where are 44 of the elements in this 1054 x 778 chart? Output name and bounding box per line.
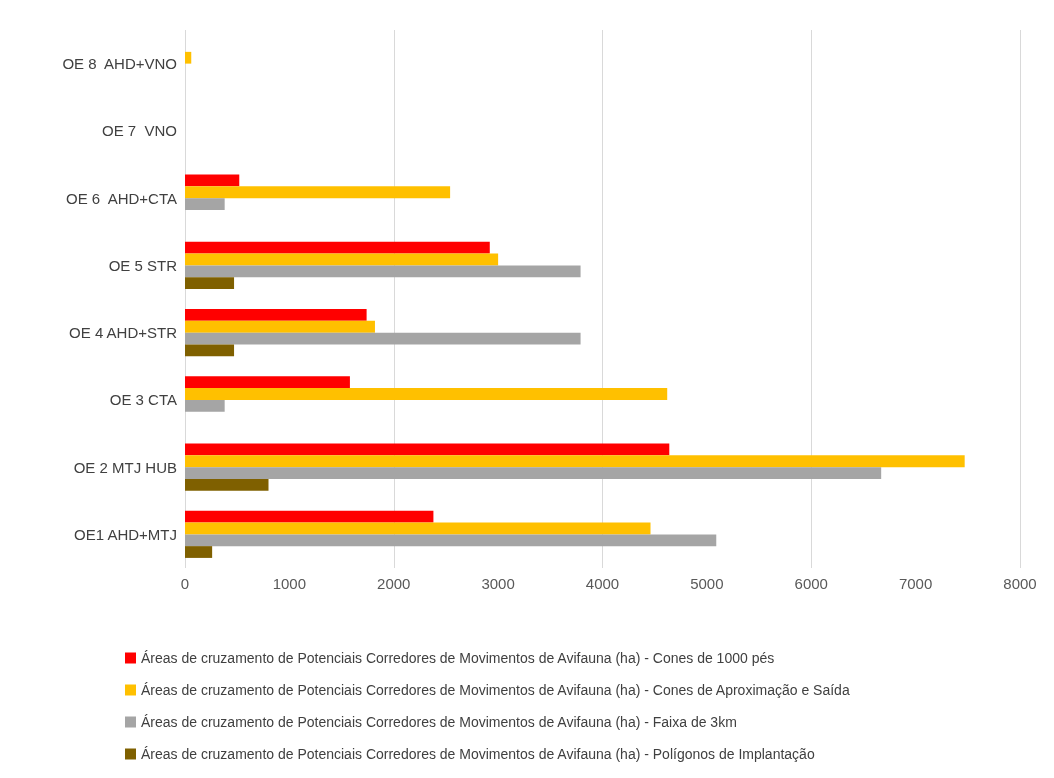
y-tick-label: OE1 AHD+MTJ: [74, 525, 177, 543]
bar: [185, 534, 717, 547]
bar: [185, 455, 965, 468]
bar: [185, 522, 651, 535]
bar: [185, 344, 235, 357]
bar: [185, 174, 240, 187]
bar: [185, 388, 668, 400]
legend-label: Áreas de cruzamento de Potenciais Corredores de Movimentos de Avifauna (ha) - Polígonos de Implantação: [141, 746, 815, 762]
bar: [185, 253, 499, 266]
x-tick-label: 2000: [377, 575, 411, 592]
y-tick-label: OE 3 CTA: [109, 391, 177, 409]
y-tick-label: OE 2 MTJ HUB: [73, 458, 177, 476]
bar: [185, 198, 225, 210]
bar: [185, 546, 213, 558]
bar: [185, 241, 490, 254]
y-tick-label: OE 5 STR: [108, 256, 178, 274]
bar: [185, 51, 192, 64]
legend-label: Áreas de cruzamento de Potenciais Corredores de Movimentos de Avifauna (ha) - Cones de Aproximação e Saída: [141, 682, 850, 698]
legend-label: Áreas de cruzamento de Potenciais Corredores de Movimentos de Avifauna (ha) - Faixa de 3km: [141, 714, 737, 730]
bar: [185, 265, 581, 278]
bar: [185, 510, 434, 523]
bar: [185, 320, 375, 333]
bar: [185, 332, 581, 345]
bar: [185, 309, 367, 321]
bar: [185, 277, 235, 289]
y-tick-label: OE 6 AHD+CTA: [65, 189, 177, 207]
bar: [185, 376, 350, 389]
y-tick-label: OE 8 AHD+VNO: [62, 55, 177, 73]
x-tick-label: 1000: [272, 575, 307, 592]
x-tick-label: 0: [180, 575, 190, 592]
x-tick-label: 8000: [1003, 575, 1037, 592]
bar: [185, 467, 882, 479]
x-tick-label: 5000: [690, 575, 724, 592]
bar: [185, 399, 225, 412]
y-tick-label: OE 7 VNO: [101, 122, 177, 140]
bar: [185, 478, 269, 491]
x-tick-label: 7000: [898, 575, 933, 592]
bar: [185, 443, 670, 456]
x-tick-label: 3000: [481, 575, 515, 592]
legend-label: Áreas de cruzamento de Potenciais Corredores de Movimentos de Avifauna (ha) - Cones de 1000 pés: [141, 650, 775, 666]
x-tick-label: 6000: [794, 575, 828, 592]
y-tick-label: OE 4 AHD+STR: [69, 324, 178, 342]
bar: [185, 186, 451, 199]
x-tick-label: 4000: [585, 575, 620, 592]
